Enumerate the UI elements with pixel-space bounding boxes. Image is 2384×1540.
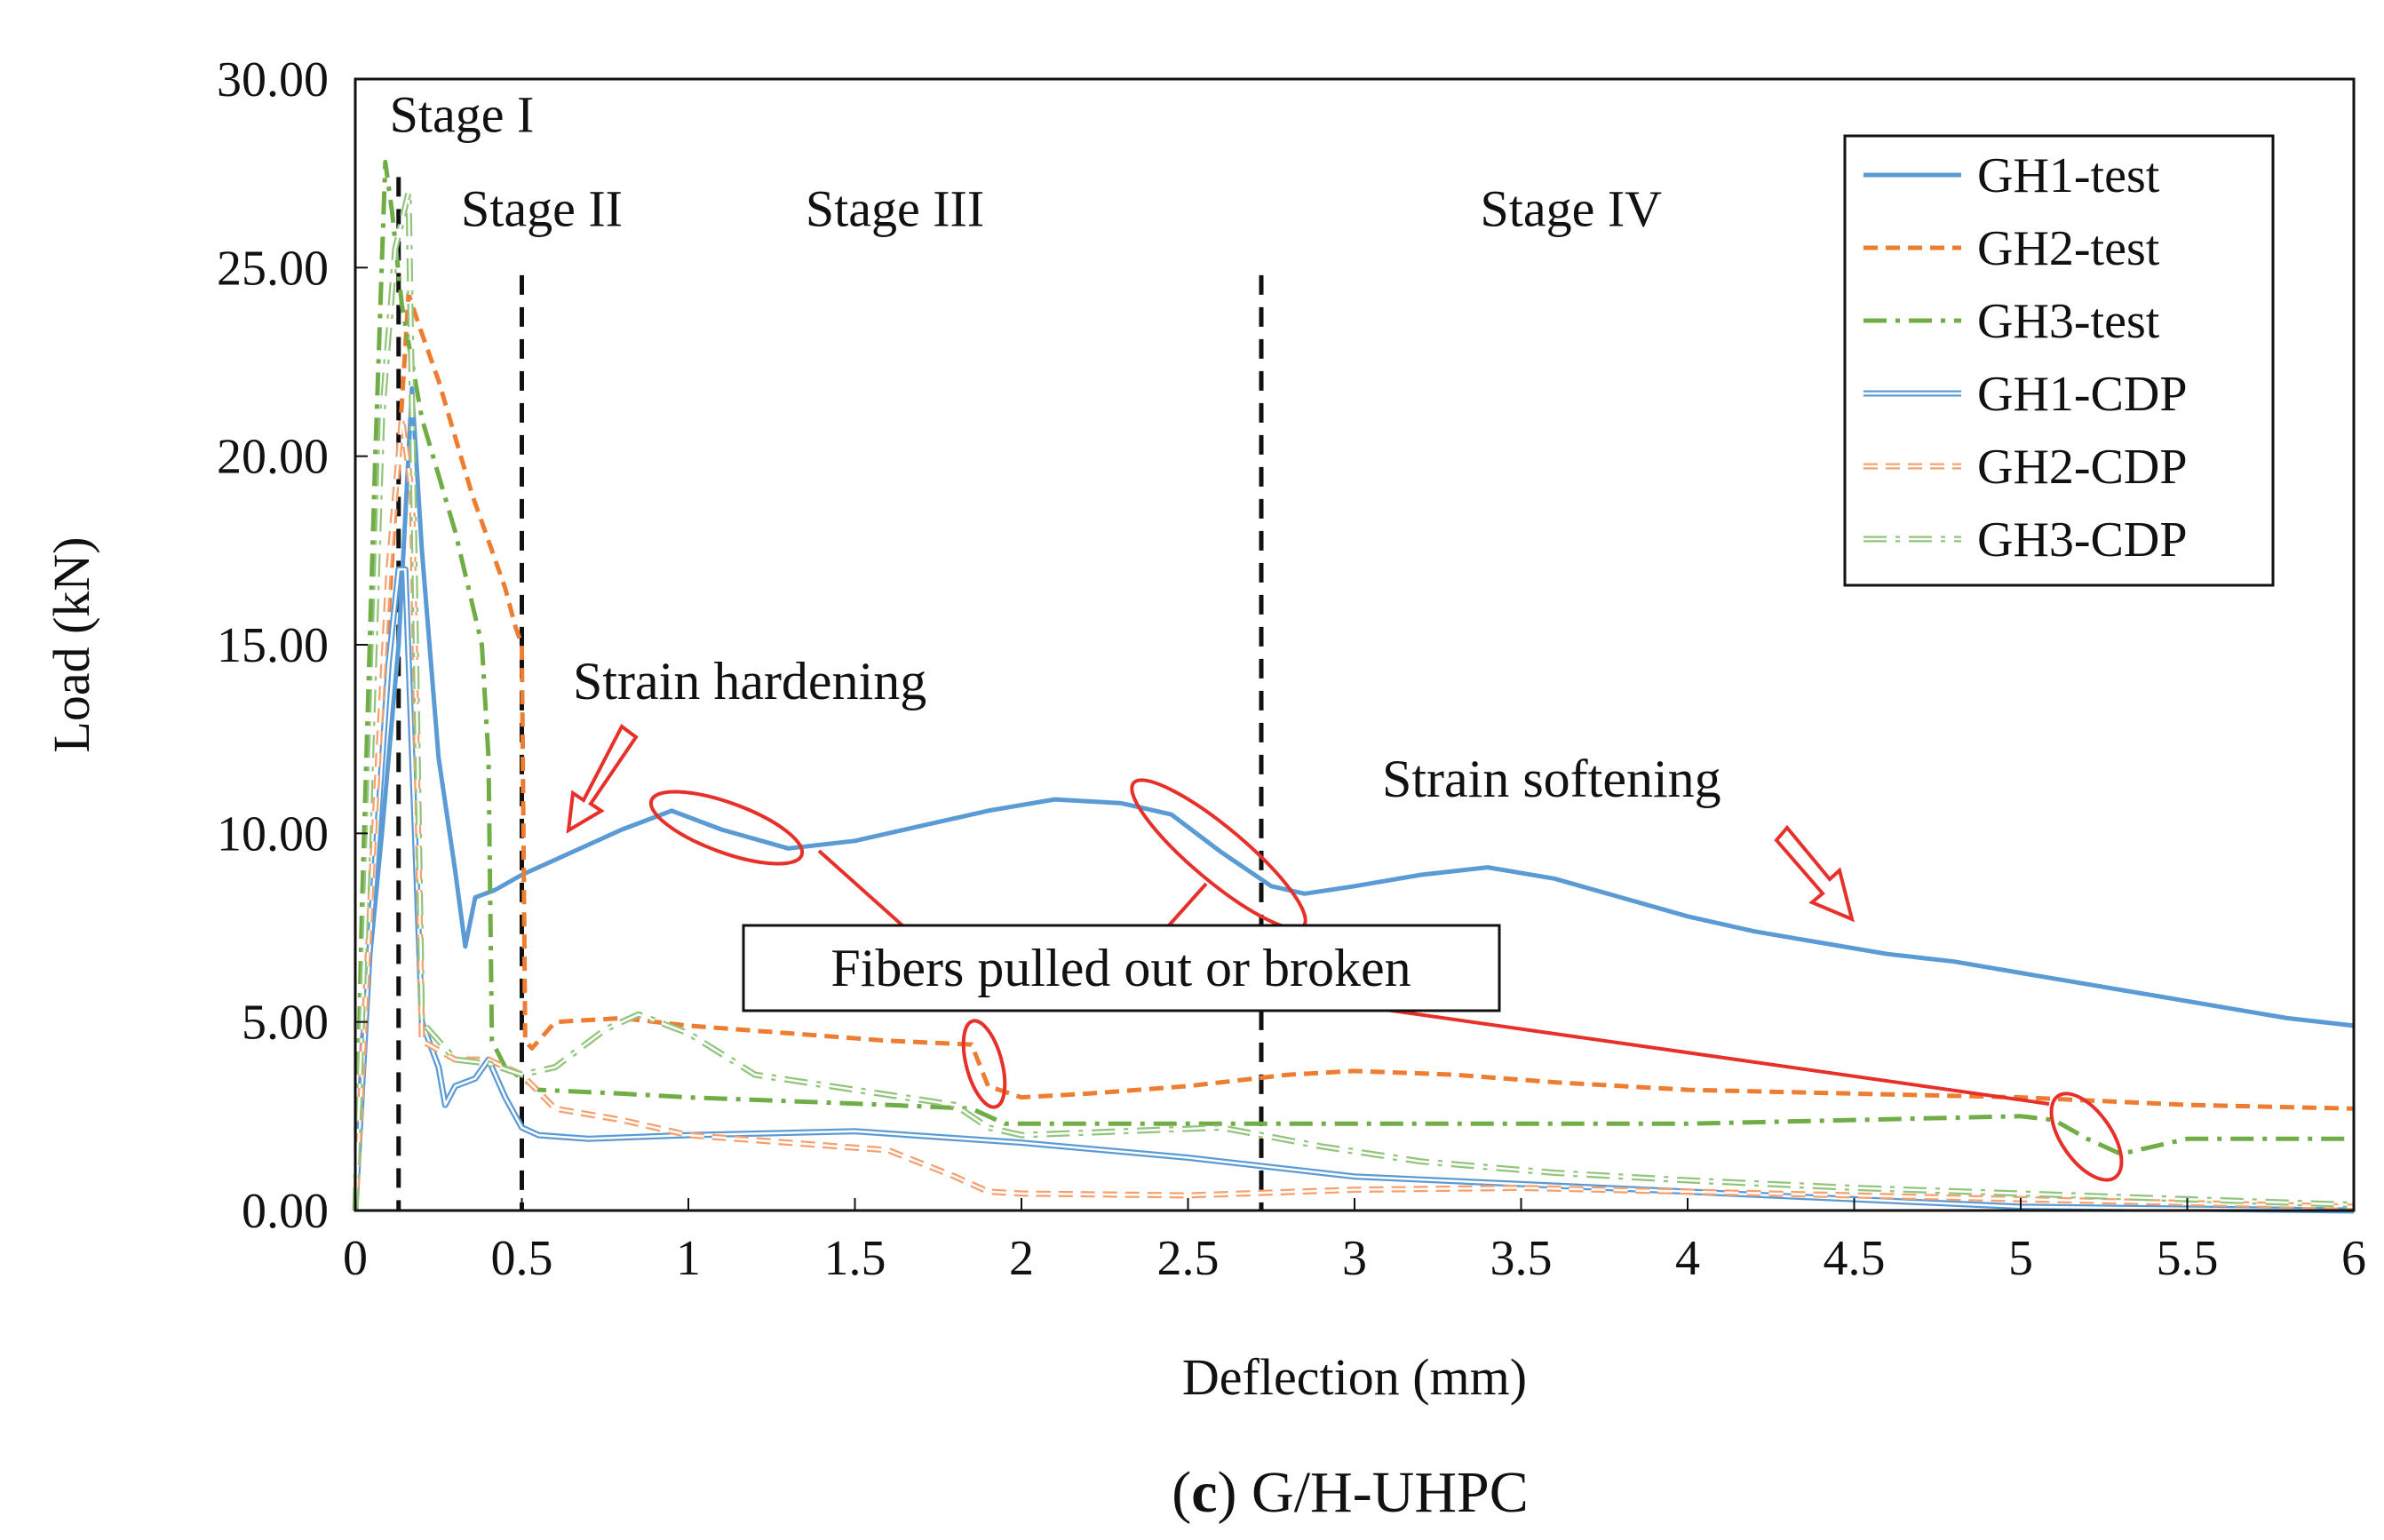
stage-label-background	[1468, 179, 1673, 237]
stage-label-background	[792, 179, 997, 237]
series-line-inner-gh3-cdp	[354, 191, 2355, 1211]
stage-labels: Stage I Stage II Stage III Stage IV	[360, 85, 1673, 238]
y-tick-label: 25.00	[217, 241, 329, 296]
legend-label: GH3-test	[1977, 294, 2160, 349]
strain-softening-label: Strain softening	[1382, 750, 1721, 808]
y-tick-label: 15.00	[217, 618, 329, 673]
x-tick-label: 2.5	[1157, 1231, 1220, 1286]
legend-entries: GH1-test GH2-test GH3-test GH1-CDP GH2-CDP GH…	[1863, 148, 2187, 568]
series-line-gh1-test	[353, 385, 2355, 1211]
series-line-gh3-test	[353, 159, 2354, 1211]
x-tick-label: 1	[676, 1231, 701, 1286]
caption-text: G/H-UHPC	[1252, 1460, 1529, 1525]
stage-label: Stage III	[806, 180, 984, 238]
y-tick-label: 5.00	[242, 996, 329, 1051]
stage-label: Stage IV	[1480, 180, 1662, 238]
x-tick-label: 4.5	[1824, 1231, 1886, 1286]
y-axis-ticks: 0.00 5.00 10.00 15.00 20.00 25.00 30.00	[217, 52, 368, 1239]
x-axis-ticks: 0 0.5 1 1.5 2 2.5 3 3.5 4 4.5 5 5.5 6	[343, 1198, 2366, 1286]
y-tick-label: 0.00	[242, 1184, 329, 1239]
x-tick-label: 0	[343, 1231, 368, 1286]
caption-letter: c	[1191, 1460, 1217, 1525]
stage-label-background	[440, 179, 644, 237]
x-tick-label: 6	[2341, 1231, 2366, 1286]
legend-label: GH1-CDP	[1977, 367, 2187, 422]
figure-caption: (c) G/H-UHPC	[1172, 1460, 1528, 1525]
x-tick-label: 3.5	[1490, 1231, 1553, 1286]
legend-label: GH2-CDP	[1977, 440, 2187, 495]
stage-divider-lines	[396, 177, 1264, 1211]
data-series	[352, 159, 2355, 1214]
leader-line	[1167, 882, 1208, 927]
x-tick-label: 3	[1342, 1231, 1367, 1286]
leader-line	[1354, 1004, 2050, 1106]
fibers-callout-text: Fibers pulled out or broken	[830, 939, 1411, 997]
legend-label: GH1-test	[1977, 148, 2160, 203]
leader-line	[817, 849, 904, 927]
legend-label: GH3-CDP	[1977, 512, 2187, 568]
y-tick-label: 20.00	[217, 430, 329, 485]
highlight-ellipse	[648, 790, 805, 866]
x-tick-label: 0.5	[491, 1231, 553, 1286]
fibers-callout-box	[742, 924, 1501, 1012]
strain-hardening-label: Strain hardening	[573, 652, 926, 710]
y-axis-title: Load (kN)	[43, 536, 100, 752]
caption-close-paren: )	[1218, 1460, 1252, 1525]
y-tick-label: 10.00	[217, 806, 329, 861]
x-tick-label: 5.5	[2157, 1231, 2219, 1286]
fiber-leader-lines	[817, 849, 2050, 1106]
stage-label: Stage II	[461, 180, 623, 238]
x-tick-label: 4	[1675, 1231, 1700, 1286]
x-tick-label: 2	[1009, 1231, 1034, 1286]
legend-box	[1843, 134, 2275, 587]
x-tick-label: 1.5	[824, 1231, 886, 1286]
x-axis-title: Deflection (mm)	[1182, 1348, 1527, 1406]
legend: GH1-test GH2-test GH3-test GH1-CDP GH2-CDP GH…	[1843, 134, 2275, 587]
stage-label: Stage I	[390, 85, 535, 143]
y-tick-label: 30.00	[217, 52, 329, 107]
caption-open-paren: (	[1172, 1460, 1191, 1525]
strain-hardening-arrow-icon	[566, 723, 639, 834]
strain-softening-arrow-icon	[1774, 824, 1855, 923]
stage-label-background	[360, 85, 564, 143]
x-tick-label: 5	[2008, 1231, 2033, 1286]
highlight-ellipse	[2049, 1091, 2124, 1182]
legend-label: GH2-test	[1977, 221, 2160, 276]
annotations: Strain hardening Strain softening Fibers…	[566, 652, 2124, 1182]
series-line-gh2-test	[353, 291, 2355, 1211]
highlight-ellipse	[961, 1019, 1007, 1109]
